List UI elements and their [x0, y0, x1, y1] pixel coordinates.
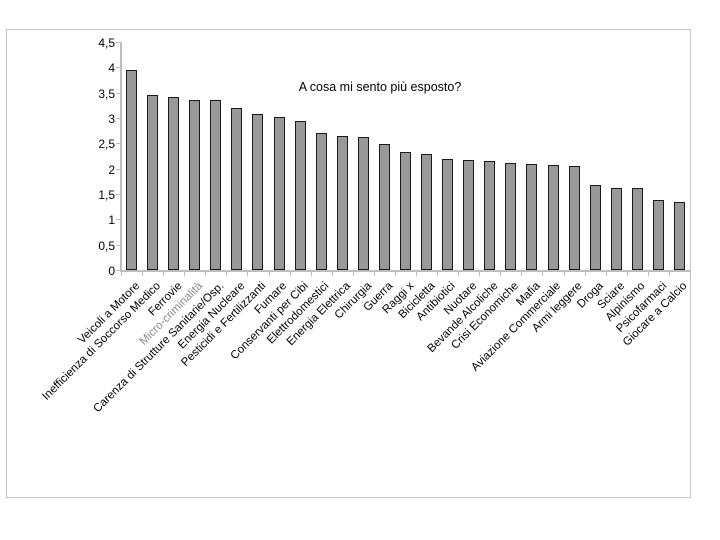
chart-bar: [653, 200, 664, 270]
x-tick: [479, 272, 481, 276]
chart-bar: [505, 163, 516, 270]
y-tick-label: 3: [108, 112, 115, 126]
x-tick: [668, 272, 670, 276]
y-tick-label: 0,5: [98, 238, 115, 253]
chart-bar: [632, 188, 643, 270]
chart-bar: [463, 160, 474, 270]
y-tick: [116, 244, 120, 246]
x-tick: [690, 272, 691, 276]
chart-bar: [168, 97, 179, 270]
chart-bar: [295, 121, 306, 270]
y-tick: [116, 194, 120, 195]
chart-bar: [611, 188, 622, 270]
chart-bar: [526, 164, 537, 270]
y-tick-label: 2,5: [98, 137, 115, 152]
x-tick: [289, 272, 291, 276]
y-tick-label: 1,5: [98, 188, 115, 202]
y-tick: [116, 67, 120, 69]
y-tick: [116, 270, 120, 271]
x-tick: [584, 272, 586, 276]
chart-bar: [674, 202, 685, 270]
chart-bar: [569, 166, 580, 270]
x-tick: [268, 272, 270, 276]
chart-bar: [484, 161, 495, 270]
x-tick: [226, 272, 228, 276]
x-tick: [605, 272, 607, 276]
y-tick: [116, 219, 120, 221]
y-tick-label: 4,5: [98, 36, 115, 50]
chart-bar: [252, 114, 263, 270]
x-tick: [331, 272, 333, 276]
x-tick: [626, 272, 628, 276]
chart-bar: [358, 137, 369, 270]
y-axis-line: [120, 42, 122, 272]
x-tick: [310, 272, 312, 276]
chart-bar: [400, 152, 411, 270]
y-tick-label: 1: [108, 213, 115, 228]
x-tick: [542, 272, 544, 276]
x-tick: [205, 272, 207, 276]
x-tick: [647, 272, 649, 276]
chart-bar: [147, 95, 158, 270]
y-tick: [116, 168, 120, 170]
x-tick: [521, 272, 523, 276]
x-tick: [142, 272, 144, 276]
x-tick: [352, 272, 354, 276]
chart-bar: [548, 165, 559, 270]
y-tick: [116, 42, 120, 43]
chart-bar: [274, 117, 285, 270]
y-tick-label: 2: [108, 162, 115, 177]
x-tick: [184, 272, 186, 276]
x-tick: [121, 272, 122, 276]
x-axis-line: [120, 270, 691, 272]
x-tick: [163, 272, 165, 276]
chart-bar: [210, 100, 221, 270]
chart-bar: [337, 136, 348, 270]
y-tick-label: 3,5: [98, 86, 115, 101]
x-tick: [247, 272, 249, 276]
x-tick: [416, 272, 418, 276]
chart-title: A cosa mi sento più esposto?: [298, 80, 462, 94]
chart-bar: [442, 159, 453, 270]
x-tick: [500, 272, 502, 276]
y-tick-label: 0: [108, 264, 115, 278]
y-tick: [116, 143, 120, 145]
x-tick: [394, 272, 396, 276]
chart-bar: [421, 154, 432, 270]
chart-bar: [590, 185, 601, 270]
x-tick: [458, 272, 460, 276]
x-tick: [437, 272, 439, 276]
x-tick: [373, 272, 375, 276]
chart-bar: [189, 100, 200, 270]
chart-bar: [316, 133, 327, 270]
x-tick: [563, 272, 565, 276]
y-tick: [116, 118, 120, 119]
y-tick: [116, 92, 120, 94]
chart-bar: [126, 70, 137, 270]
chart-bar: [231, 108, 242, 270]
y-tick-label: 4: [108, 61, 115, 76]
chart-bar: [379, 144, 390, 270]
